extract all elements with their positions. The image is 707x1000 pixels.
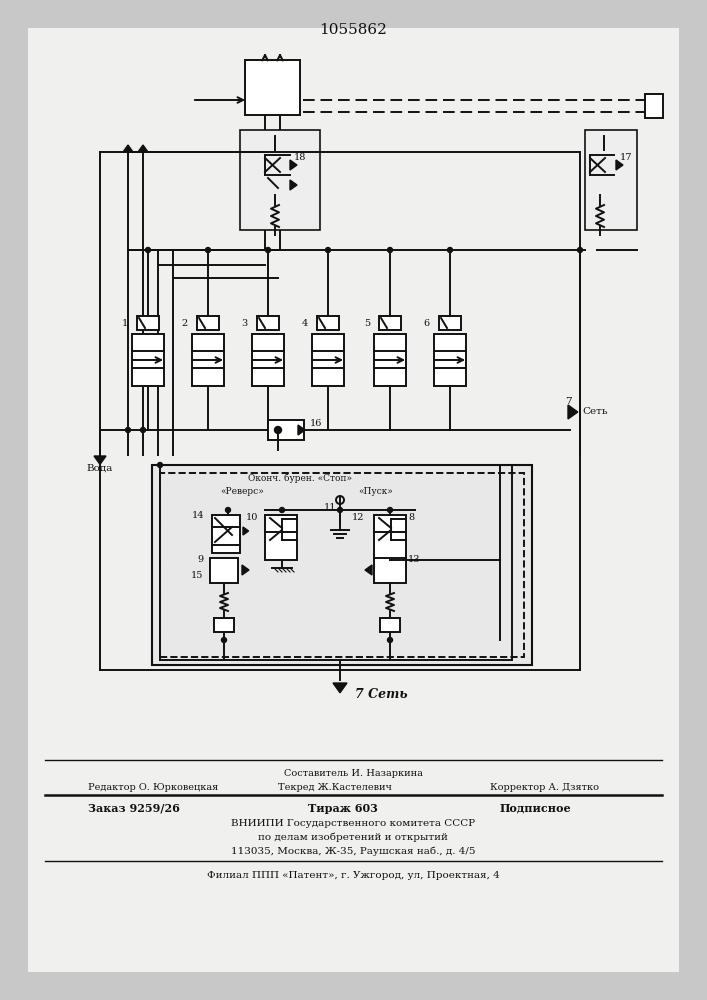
Bar	[380, 618, 400, 632]
Text: Текред Ж.Кастелевич: Текред Ж.Кастелевич	[278, 782, 392, 792]
Text: 9: 9	[197, 556, 203, 564]
Bar	[137, 316, 159, 330]
Bar	[245, 60, 300, 115]
Bar	[585, 130, 637, 230]
Circle shape	[226, 508, 230, 512]
Text: «Пуск»: «Пуск»	[358, 488, 393, 496]
Circle shape	[387, 508, 392, 512]
Bar	[379, 316, 401, 330]
Circle shape	[578, 247, 583, 252]
Circle shape	[387, 247, 392, 252]
Bar	[317, 316, 339, 330]
Bar	[439, 316, 461, 330]
Text: Корректор А. Дзятко: Корректор А. Дзятко	[490, 782, 599, 792]
Text: 4: 4	[302, 320, 308, 328]
Bar	[214, 618, 234, 632]
Circle shape	[448, 247, 452, 252]
Polygon shape	[94, 456, 106, 464]
Bar	[265, 515, 297, 560]
Bar	[374, 515, 406, 560]
Bar	[645, 94, 663, 118]
Bar	[192, 334, 224, 386]
Text: Составитель И. Назаркина: Составитель И. Назаркина	[284, 770, 423, 778]
Text: 10: 10	[245, 514, 258, 522]
Text: 11: 11	[324, 502, 337, 512]
Text: 12: 12	[351, 514, 364, 522]
Circle shape	[126, 428, 131, 432]
Bar	[160, 473, 524, 657]
Circle shape	[337, 508, 342, 512]
Circle shape	[274, 426, 281, 434]
Bar	[240, 130, 320, 230]
Bar	[132, 334, 164, 386]
Polygon shape	[290, 180, 297, 190]
Text: ВНИИПИ Государственного комитета СССР: ВНИИПИ Государственного комитета СССР	[231, 818, 475, 828]
Bar	[210, 558, 238, 583]
Text: Оконч. бурен. «Стоп»: Оконч. бурен. «Стоп»	[248, 473, 352, 483]
Circle shape	[158, 462, 163, 468]
Circle shape	[325, 247, 330, 252]
Bar	[268, 420, 304, 440]
Circle shape	[221, 638, 226, 643]
Polygon shape	[243, 527, 249, 535]
Text: 1: 1	[122, 320, 128, 328]
Text: Подписное: Подписное	[500, 802, 572, 814]
Circle shape	[141, 428, 146, 432]
Bar	[374, 334, 406, 386]
Circle shape	[266, 247, 271, 252]
Text: 14: 14	[192, 512, 204, 520]
Text: 8: 8	[408, 514, 414, 522]
Circle shape	[279, 508, 284, 512]
Text: Вода: Вода	[87, 464, 113, 473]
Bar	[252, 334, 284, 386]
Text: Филиал ППП «Патент», г. Ужгород, ул, Проектная, 4: Филиал ППП «Патент», г. Ужгород, ул, Про…	[206, 871, 499, 880]
Bar	[212, 515, 240, 553]
Bar	[197, 316, 219, 330]
Polygon shape	[290, 160, 297, 170]
Text: 15: 15	[191, 570, 203, 580]
Text: Заказ 9259/26: Заказ 9259/26	[88, 802, 180, 814]
Circle shape	[206, 247, 211, 252]
Text: Тираж 603: Тираж 603	[308, 802, 378, 814]
Circle shape	[146, 247, 151, 252]
Polygon shape	[123, 145, 133, 152]
Text: 7 Сеть: 7 Сеть	[355, 688, 408, 702]
Text: Редактор О. Юрковецкая: Редактор О. Юрковецкая	[88, 782, 218, 792]
Text: 3: 3	[242, 320, 248, 328]
Text: 6: 6	[424, 320, 430, 328]
Polygon shape	[616, 160, 623, 170]
Text: 18: 18	[294, 153, 306, 162]
Text: Сеть: Сеть	[582, 408, 607, 416]
Text: 7: 7	[565, 397, 571, 406]
Text: 16: 16	[310, 418, 322, 428]
Circle shape	[387, 638, 392, 643]
Bar	[434, 334, 466, 386]
Polygon shape	[568, 405, 578, 419]
Bar	[152, 465, 532, 665]
Text: 2: 2	[182, 320, 188, 328]
Polygon shape	[242, 565, 249, 575]
Bar	[374, 558, 406, 583]
Bar	[257, 316, 279, 330]
Text: 17: 17	[620, 153, 633, 162]
Polygon shape	[365, 565, 372, 575]
Bar	[312, 334, 344, 386]
Polygon shape	[298, 425, 305, 435]
Polygon shape	[138, 145, 148, 152]
Text: «Реверс»: «Реверс»	[220, 488, 264, 496]
Polygon shape	[333, 683, 347, 693]
Text: 113035, Москва, Ж-35, Раушская наб., д. 4/5: 113035, Москва, Ж-35, Раушская наб., д. …	[230, 846, 475, 856]
Text: 1055862: 1055862	[319, 23, 387, 37]
Text: 13: 13	[408, 556, 421, 564]
Text: 5: 5	[364, 320, 370, 328]
Text: по делам изобретений и открытий: по делам изобретений и открытий	[258, 832, 448, 842]
